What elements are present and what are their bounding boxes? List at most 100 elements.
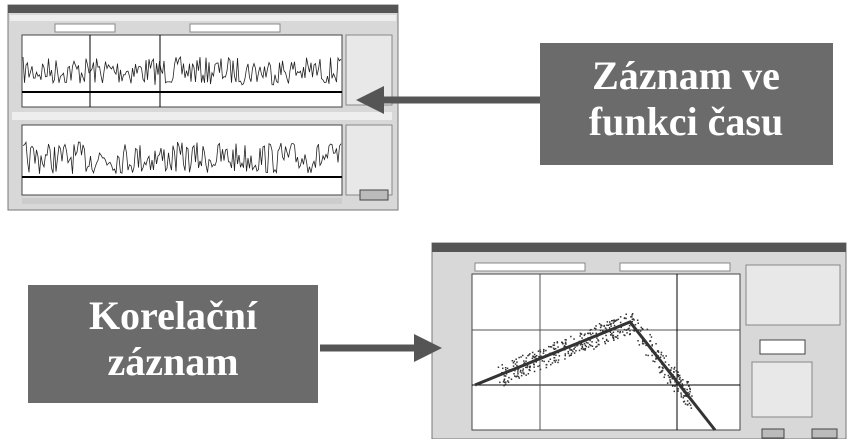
scatter-dot [590, 334, 592, 336]
scatter-dot [525, 367, 527, 369]
scatter-dot [516, 361, 518, 363]
scatter-dot [661, 352, 663, 354]
scatter-dot [571, 353, 573, 355]
scatter-dot [678, 388, 680, 390]
scatter-dot [526, 357, 528, 359]
button [760, 340, 805, 354]
scatter-dot [688, 381, 690, 383]
x-axis-strip [22, 198, 342, 204]
scatter-dot [607, 321, 609, 323]
scatter-dot [686, 389, 688, 391]
scatter-dot [542, 360, 544, 362]
scatter-dot [504, 375, 506, 377]
scatter-dot [553, 348, 555, 350]
scatter-dot [540, 351, 542, 353]
scatter-dot [645, 354, 647, 356]
scatter-dot [625, 318, 627, 320]
scatter-dot [599, 323, 601, 325]
side-panel [346, 125, 392, 195]
scatter-dot [655, 343, 657, 345]
scatter-dot [526, 367, 528, 369]
scatter-dot [586, 346, 588, 348]
button [812, 429, 837, 438]
scatter-dot [537, 366, 539, 368]
scatter-dot [503, 380, 505, 382]
scatter-dot [543, 352, 545, 354]
scatter-dot [522, 355, 524, 357]
scatter-dot [543, 361, 545, 363]
scatter-dot [507, 368, 509, 370]
scatter-dot [559, 355, 561, 357]
scatter-dot [535, 356, 537, 358]
scatter-dot [512, 360, 513, 362]
scatter-dot [584, 333, 586, 335]
scatter-dot [677, 371, 679, 373]
scatter-dot [654, 361, 656, 363]
scatter-dot [615, 336, 617, 338]
scatter-dot [550, 364, 552, 366]
scatter-dot [681, 394, 683, 396]
scatter-dot [635, 324, 637, 326]
scatter-dot [624, 329, 626, 331]
scatter-dot [685, 403, 687, 405]
scatter-dot [608, 325, 610, 327]
scatter-dot [690, 404, 692, 406]
field [55, 24, 115, 32]
title-bar [8, 5, 398, 13]
label-line: Záznam ve [592, 53, 780, 98]
scatter-dot [610, 323, 612, 325]
scatter-dot [521, 372, 523, 374]
scene: Záznam ve funkci času Korelační záznam [0, 0, 849, 439]
scatter-dot [554, 357, 556, 359]
scatter-dot [572, 351, 574, 353]
scatter-dot [640, 330, 642, 332]
scatter-dot [596, 342, 598, 344]
scatter-dot [511, 379, 513, 381]
scatter-dot [596, 333, 598, 335]
scatter-dot [520, 356, 522, 358]
scatter-dot [505, 381, 507, 383]
scatter-dot [664, 377, 666, 379]
scatter-dot [600, 327, 602, 329]
scatter-dot [518, 357, 520, 359]
scatter-dot [555, 355, 557, 357]
scatter-dot [529, 367, 531, 369]
scatter-dot [579, 335, 581, 337]
scatter-dot [670, 369, 672, 371]
scatter-dot [575, 350, 577, 352]
scatter-dot [562, 343, 564, 345]
scatter-dot [607, 341, 609, 343]
scatter-dot [617, 338, 619, 340]
scatter-dot [667, 382, 669, 384]
scatter-dot [539, 349, 541, 351]
scatter-dot [565, 339, 567, 341]
scatter-dot [669, 379, 671, 381]
scatter-dot [513, 362, 515, 364]
scatter-dot [633, 319, 635, 321]
scatter-dot [611, 320, 613, 322]
scatter-dot [647, 329, 649, 331]
scatter-dot [688, 386, 690, 388]
scatter-dot [553, 344, 555, 346]
scatter-dot [680, 380, 682, 382]
time-screenshot [8, 5, 398, 210]
scatter-dot [593, 348, 595, 350]
scatter-dot [652, 360, 654, 362]
scatter-dot [513, 365, 515, 367]
scatter-dot [502, 368, 504, 370]
scatter-dot [691, 395, 693, 397]
plot-area [472, 274, 740, 430]
scatter-dot [590, 332, 592, 334]
scatter-dot [552, 362, 554, 364]
scatter-dot [589, 329, 591, 331]
scatter-dot [584, 349, 586, 351]
scatter-dot [610, 334, 612, 336]
scatter-dot [671, 367, 673, 369]
scatter-dot [520, 371, 522, 373]
scatter-dot [557, 346, 559, 348]
scatter-dot [672, 385, 674, 387]
scatter-dot [605, 335, 607, 337]
scatter-dot [626, 314, 628, 316]
scatter-dot [539, 365, 541, 367]
scatter-dot [661, 371, 663, 373]
